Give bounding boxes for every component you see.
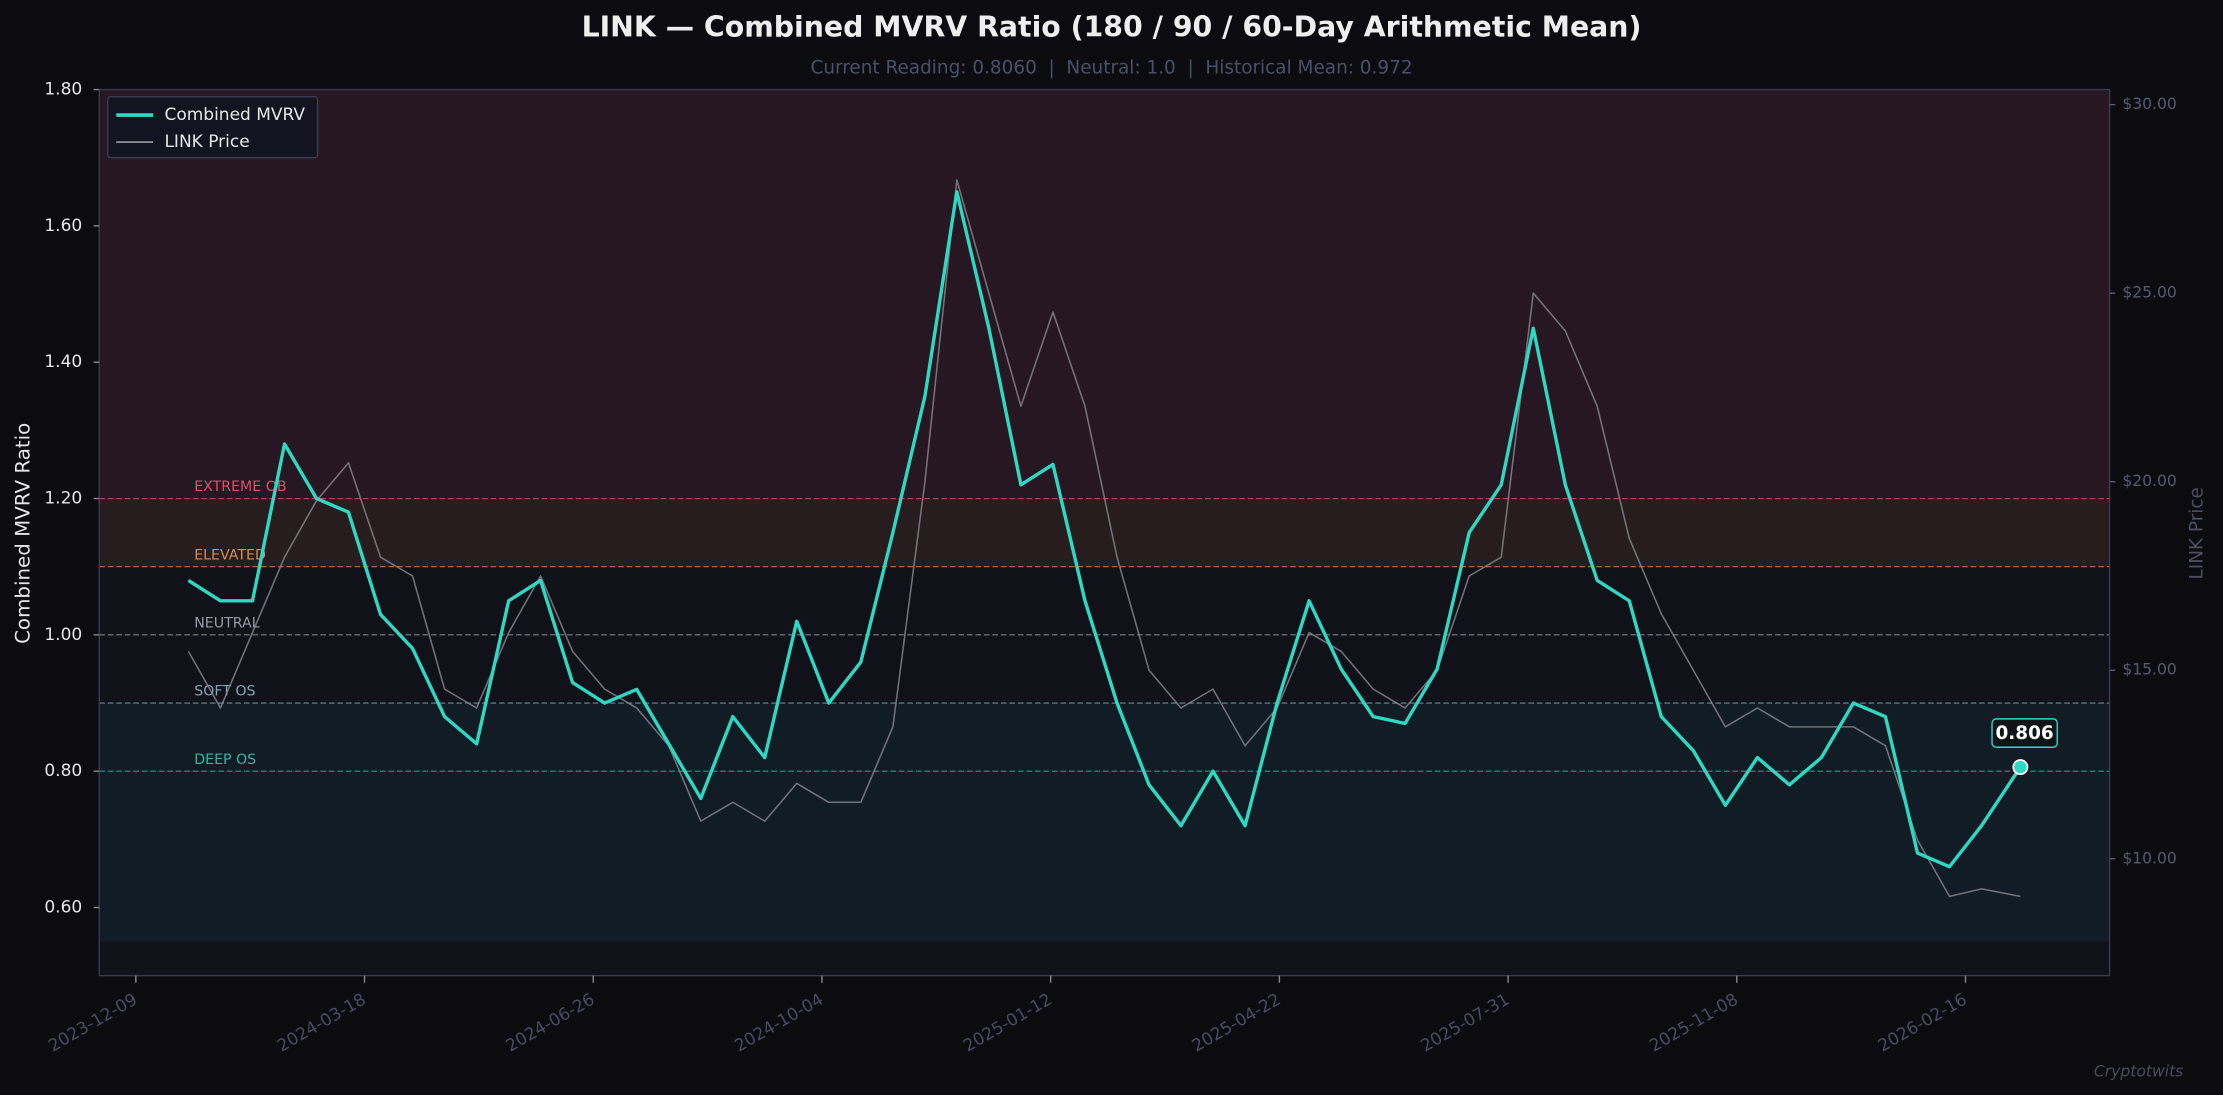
y2-tick-label: $30.00 (2122, 95, 2177, 113)
y-tick-label: 1.80 (44, 80, 82, 100)
y2-tick-label: $20.00 (2122, 472, 2177, 490)
reference-label: NEUTRAL (194, 616, 259, 632)
reference-label: ELEVATED (194, 547, 266, 563)
legend-label: Combined MVRV (164, 105, 305, 125)
legend-box (107, 95, 319, 159)
chart-subtitle: Current Reading: 0.8060 | Neutral: 1.0 |… (810, 57, 1412, 78)
y2-axis-label: LINK Price (2186, 487, 2207, 579)
mvrv-line (187, 190, 2022, 869)
reference-label: DEEP OS (194, 752, 256, 768)
current-marker (2012, 759, 2029, 776)
zone-band (99, 498, 2110, 567)
y-tick-label: 0.80 (44, 761, 82, 781)
y2-tick-label: $25.00 (2122, 284, 2177, 302)
y2-tick-label: $15.00 (2122, 661, 2177, 679)
current-label: 0.806 (1995, 723, 2053, 744)
y-tick-label: 1.60 (44, 216, 82, 236)
chart-title: LINK — Combined MVRV Ratio (180 / 90 / 6… (582, 11, 1642, 44)
current-label-box (1991, 718, 2058, 748)
y-tick-label: 1.00 (44, 625, 82, 645)
zone-band (99, 89, 2110, 499)
y-axis-label: Combined MVRV Ratio (12, 423, 35, 644)
y2-tick-label: $10.00 (2122, 849, 2177, 867)
y-tick-label: 0.60 (44, 897, 82, 917)
plot-frame (98, 88, 2111, 977)
y-tick-label: 1.40 (44, 352, 82, 372)
reference-label: EXTREME OB (194, 479, 286, 495)
zone-band (99, 703, 2110, 942)
legend-label: LINK Price (164, 132, 249, 152)
y-tick-label: 1.20 (44, 489, 82, 509)
watermark: Cryptotwits (2094, 1063, 2183, 1081)
